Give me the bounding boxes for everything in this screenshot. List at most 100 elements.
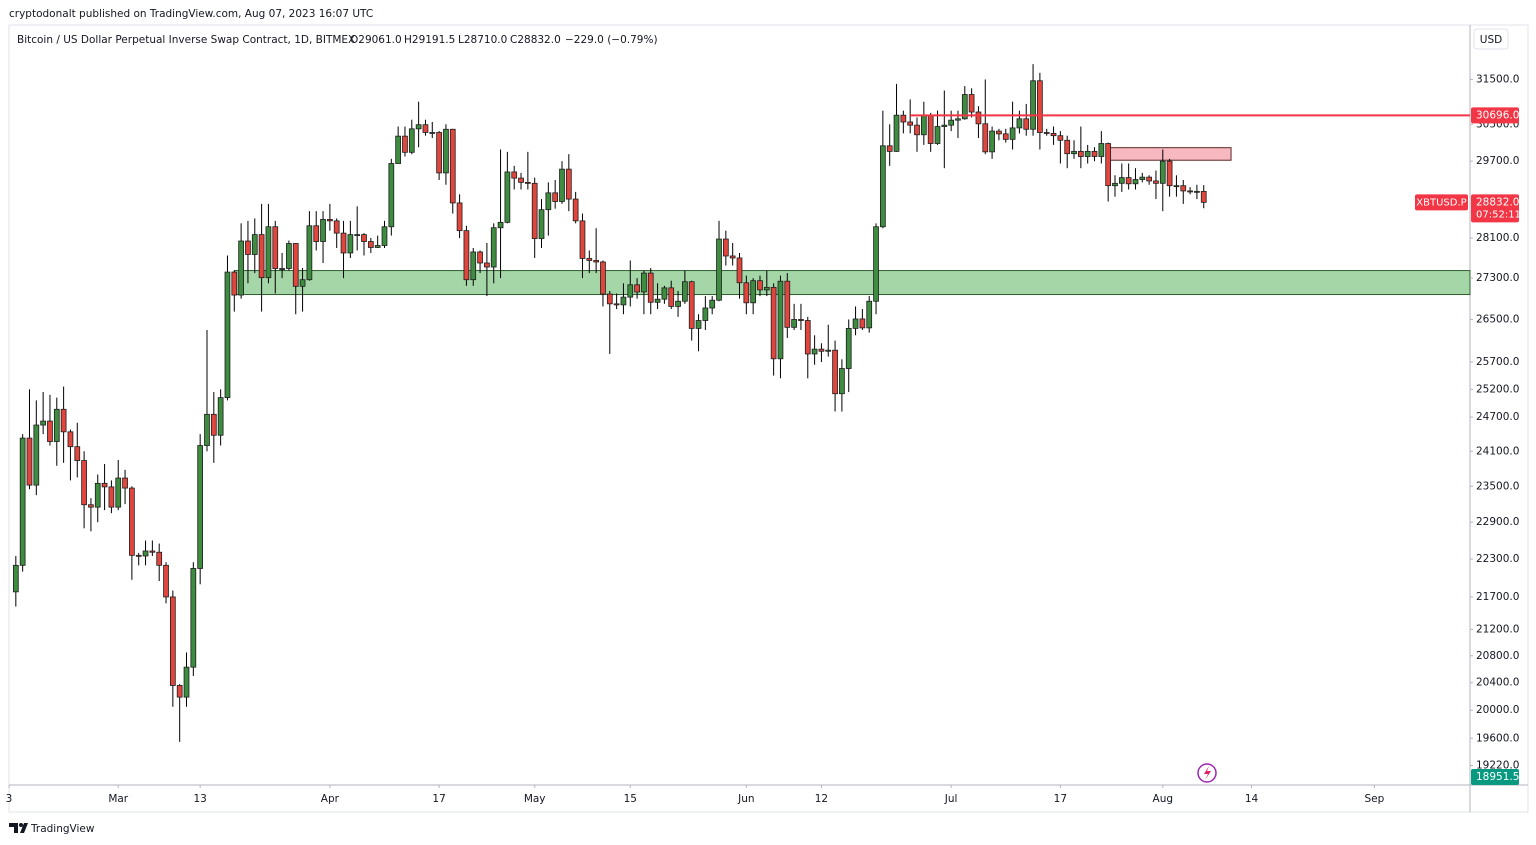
candle-body [1043, 132, 1050, 134]
replay-icon[interactable] [1197, 763, 1217, 783]
candle-body [60, 408, 67, 433]
candle-body [634, 284, 640, 293]
candle-body [1153, 180, 1159, 184]
y-tick-label: 22900.0 [1476, 516, 1519, 528]
x-tick-label: 15 [624, 793, 637, 805]
candle-body [340, 232, 347, 254]
ohlc-high: H29191.5 [404, 34, 455, 46]
ohlc-open: O29061.0 [350, 34, 402, 46]
candle-body [443, 128, 449, 174]
candle-body [26, 437, 33, 486]
logo-mark [9, 823, 28, 833]
candle-body [210, 413, 217, 436]
y-tick-label: 29700.0 [1476, 155, 1519, 167]
candle-body [920, 115, 927, 136]
candle-body [327, 219, 333, 222]
candle-body [115, 477, 122, 508]
icon-bolt[interactable] [1204, 766, 1211, 780]
candle-body [525, 181, 531, 184]
candle-body [675, 300, 681, 307]
candle-body [251, 234, 258, 255]
candle-body [729, 255, 736, 259]
candle-body [941, 124, 948, 127]
candle-body [627, 284, 634, 298]
candle-body [736, 257, 743, 284]
candle-body [968, 94, 975, 113]
candle-body [354, 234, 361, 237]
candle-body [757, 280, 763, 291]
candle-body [422, 124, 429, 133]
y-tick-label: 28100.0 [1476, 232, 1519, 244]
candle-body [743, 282, 750, 304]
candle-body [231, 271, 238, 296]
candle-body [292, 243, 299, 287]
candle-body [204, 413, 210, 446]
candle-body [224, 271, 231, 399]
ohlc-low: L28710.0 [458, 34, 507, 46]
candle-body [572, 198, 579, 222]
candle-body [265, 226, 272, 279]
y-tick-label: 19600.0 [1476, 732, 1519, 744]
candle-body [763, 286, 770, 291]
candle-body [832, 349, 838, 395]
x-tick-label: 14 [1245, 793, 1259, 805]
candle-body [982, 123, 989, 153]
candle-body [907, 121, 914, 126]
candle-body [880, 145, 886, 228]
plot-area [12, 64, 1471, 742]
icon-circle[interactable] [1197, 763, 1217, 783]
y-tick-label: 20400.0 [1476, 677, 1519, 689]
countdown-label: 07:52:11 [1476, 209, 1521, 220]
candle-body [94, 482, 101, 508]
candle-body [436, 132, 442, 174]
ohlc-close: C28832.0 [510, 34, 561, 46]
currency-label[interactable]: USD [1480, 34, 1502, 46]
candle-body [1084, 150, 1091, 157]
candle-body [40, 420, 46, 426]
candle-body [279, 268, 285, 270]
candle-body [238, 240, 244, 296]
candle-body [402, 135, 408, 153]
symbol-label: XBTUSD.P [1416, 197, 1466, 208]
candle-body [81, 460, 87, 506]
candle-body [866, 300, 873, 329]
candle-body [804, 320, 811, 355]
candle-body [579, 220, 586, 259]
candle-body [845, 328, 852, 369]
candle-body [531, 182, 538, 239]
y-tick-label: 24100.0 [1476, 445, 1519, 457]
y-tick-label: 26500.0 [1476, 313, 1519, 325]
candle-body [163, 564, 169, 598]
candle-body [511, 171, 518, 179]
candle-body [1071, 150, 1077, 155]
candle-body [559, 168, 565, 202]
candle-body [367, 241, 374, 248]
candle-body [286, 243, 292, 269]
zone [1107, 147, 1232, 161]
candle-body [135, 554, 142, 557]
candle-body [258, 234, 265, 279]
candle-body [791, 319, 797, 328]
candle-body [688, 281, 695, 329]
candle-body [381, 226, 388, 246]
candle-body [1180, 185, 1187, 192]
candle-body [490, 227, 497, 268]
candle-body [19, 437, 26, 566]
candle-body [1057, 135, 1064, 141]
x-tick-label: 17 [1054, 793, 1067, 805]
x-tick-label: 17 [432, 793, 445, 805]
last-price-tag [1471, 194, 1519, 223]
candle-body [408, 128, 415, 153]
candle-body [374, 245, 381, 248]
candle-body [1118, 177, 1125, 184]
candle-body [142, 550, 149, 557]
currency-button[interactable] [1473, 28, 1509, 50]
candle-body [647, 272, 654, 303]
candle-body [129, 487, 135, 556]
candle-body [299, 279, 306, 287]
x-tick-label: May [524, 793, 546, 805]
candle-body [245, 240, 251, 255]
candle-body [900, 114, 907, 123]
candle-body [1132, 179, 1139, 185]
